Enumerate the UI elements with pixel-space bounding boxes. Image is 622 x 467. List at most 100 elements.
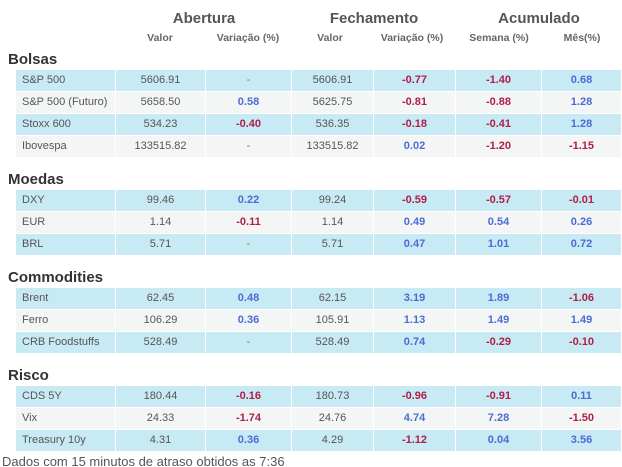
cell-value: 3.56	[542, 430, 622, 451]
group-header: Fechamento	[329, 10, 419, 27]
cell-value: 1.14	[292, 212, 374, 233]
cell-value: 99.46	[116, 190, 206, 211]
row-label: Treasury 10y	[16, 430, 116, 451]
cell-value: 1.01	[456, 234, 542, 255]
column-header: Variação (%)	[380, 32, 444, 44]
row-label: Ibovespa	[16, 136, 116, 157]
footer: Dados com 15 minutos de atraso obtidos a…	[2, 454, 285, 467]
cell-value: 0.11	[542, 386, 622, 407]
cell-value: 0.54	[456, 212, 542, 233]
cell-value: 4.31	[116, 430, 206, 451]
row-label: DXY	[16, 190, 116, 211]
cell-value: 133515.82	[292, 136, 374, 157]
cell-value: -0.10	[542, 332, 622, 353]
section-title: Bolsas	[8, 51, 58, 68]
cell-value: -0.41	[456, 114, 542, 135]
cell-value: 180.73	[292, 386, 374, 407]
group-header: Abertura	[172, 10, 236, 27]
cell-value: -	[206, 234, 292, 255]
row-label: Ferro	[16, 310, 116, 331]
cell-value: -1.74	[206, 408, 292, 429]
cell-value: 4.74	[374, 408, 456, 429]
cell-value: 536.35	[292, 114, 374, 135]
cell-value: 24.76	[292, 408, 374, 429]
cell-value: -0.29	[456, 332, 542, 353]
cell-value: 0.04	[456, 430, 542, 451]
table-row: Treasury 10y 4.31 0.36 4.29 -1.12 0.04 3.56	[16, 430, 622, 451]
cell-value: -1.20	[456, 136, 542, 157]
cell-value: 1.13	[374, 310, 456, 331]
cell-value: 106.29	[116, 310, 206, 331]
cell-value: -0.77	[374, 70, 456, 91]
cell-value: -0.81	[374, 92, 456, 113]
cell-value: -0.59	[374, 190, 456, 211]
row-label: S&P 500	[16, 70, 116, 91]
cell-value: 0.36	[206, 430, 292, 451]
cell-value: 0.72	[542, 234, 622, 255]
cell-value: 3.19	[374, 288, 456, 309]
cell-value: 5.71	[116, 234, 206, 255]
cell-value: -0.01	[542, 190, 622, 211]
cell-value: 62.15	[292, 288, 374, 309]
cell-value: 7.28	[456, 408, 542, 429]
row-label: BRL	[16, 234, 116, 255]
column-header: Variação (%)	[216, 32, 280, 44]
cell-value: -0.16	[206, 386, 292, 407]
table-row: Ferro 106.29 0.36 105.91 1.13 1.49 1.49	[16, 310, 622, 331]
cell-value: 5606.91	[116, 70, 206, 91]
cell-value: -0.11	[206, 212, 292, 233]
cell-value: 0.49	[374, 212, 456, 233]
section-title: Risco	[8, 367, 49, 384]
cell-value: 62.45	[116, 288, 206, 309]
cell-value: 1.49	[456, 310, 542, 331]
group-header: Acumulado	[498, 10, 580, 27]
cell-value: -0.40	[206, 114, 292, 135]
cell-value: 0.48	[206, 288, 292, 309]
cell-value: -	[206, 70, 292, 91]
table-row: DXY 99.46 0.22 99.24 -0.59 -0.57 -0.01	[16, 190, 622, 211]
row-label: Brent	[16, 288, 116, 309]
row-label: S&P 500 (Futuro)	[16, 92, 116, 113]
row-label: EUR	[16, 212, 116, 233]
row-label: CDS 5Y	[16, 386, 116, 407]
cell-value: 0.74	[374, 332, 456, 353]
section-title: Commodities	[8, 269, 104, 286]
cell-value: -0.57	[456, 190, 542, 211]
cell-value: -0.88	[456, 92, 542, 113]
table-row: CRB Foodstuffs 528.49-528.49 0.74 -0.29 -0.1…	[16, 332, 622, 353]
cell-value: -0.18	[374, 114, 456, 135]
cell-value: 4.29	[292, 430, 374, 451]
cell-value: 0.58	[206, 92, 292, 113]
cell-value: 5625.75	[292, 92, 374, 113]
cell-value: -1.50	[542, 408, 622, 429]
cell-value: 99.24	[292, 190, 374, 211]
cell-value: -1.06	[542, 288, 622, 309]
column-header: Mês(%)	[563, 32, 601, 44]
cell-value: 0.26	[542, 212, 622, 233]
cell-value: 0.22	[206, 190, 292, 211]
cell-value: 528.49	[292, 332, 374, 353]
table-row: Ibovespa 133515.82-133515.82 0.02 -1.20 -1.1…	[16, 136, 622, 157]
cell-value: 133515.82	[116, 136, 206, 157]
cell-value: 1.28	[542, 114, 622, 135]
cell-value: 5.71	[292, 234, 374, 255]
cell-value: -	[206, 332, 292, 353]
row-label: Vix	[16, 408, 116, 429]
table-row: EUR 1.14 -0.11 1.14 0.49 0.54 0.26	[16, 212, 622, 233]
cell-value: -1.15	[542, 136, 622, 157]
table-row: S&P 500 (Futuro) 5658.50 0.58 5625.75 -0.81-…	[16, 92, 622, 113]
cell-value: 24.33	[116, 408, 206, 429]
cell-value: 528.49	[116, 332, 206, 353]
table-row: Stoxx 600 534.23 -0.40 536.35 -0.18 -0.41 1.28	[16, 114, 622, 135]
table-row: S&P 500 5606.91-5606.91 -0.77 -1.40 0.68	[16, 70, 622, 91]
row-label: CRB Foodstuffs	[16, 332, 116, 353]
cell-value: 0.47	[374, 234, 456, 255]
cell-value: 5658.50	[116, 92, 206, 113]
cell-value: -1.12	[374, 430, 456, 451]
cell-value: 1.89	[456, 288, 542, 309]
cell-value: 1.28	[542, 92, 622, 113]
table-row: Brent 62.45 0.48 62.15 3.19 1.89 -1.06	[16, 288, 622, 309]
cell-value: 105.91	[292, 310, 374, 331]
cell-value: 0.68	[542, 70, 622, 91]
